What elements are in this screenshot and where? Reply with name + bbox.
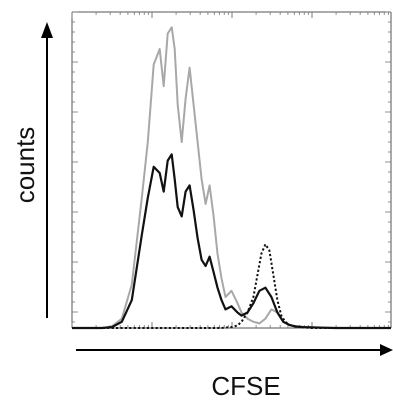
plot-frame	[71, 11, 392, 329]
x-arrow-head	[380, 344, 393, 356]
series-line-black	[72, 153, 391, 330]
series-line-gray	[72, 26, 391, 329]
series-layer	[72, 26, 391, 330]
series-line-dotted	[72, 243, 391, 329]
y-axis-label: counts	[10, 127, 40, 204]
y-axis-arrow	[41, 22, 53, 318]
y-arrow-head	[41, 22, 53, 38]
axis-ticks	[71, 11, 391, 328]
x-axis-label: CFSE	[211, 371, 280, 401]
x-axis-arrow	[76, 344, 393, 356]
